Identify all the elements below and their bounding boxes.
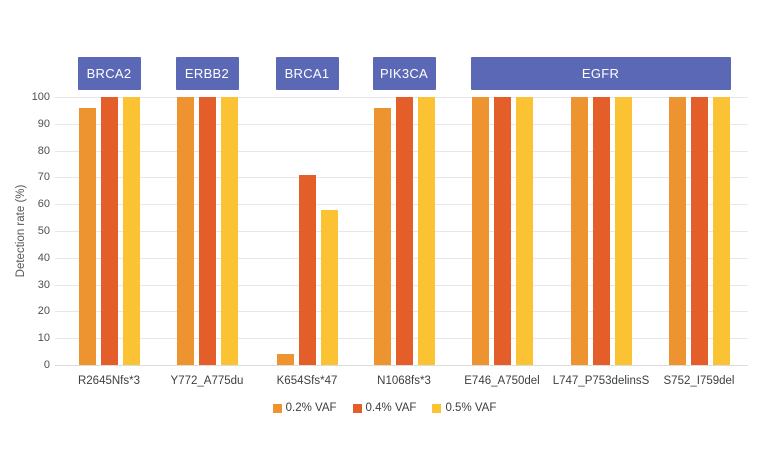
bar-S752_I759del-0.2%VAF [668,97,686,365]
bar-L747_P753delinsS-0.4%VAF [592,97,610,365]
y-axis-title: Detection rate (%) [15,184,27,278]
gene-header-erbb2: ERBB2 [175,57,239,90]
y-tick-label: 80 [37,144,50,157]
bar-N1068fs*3-0.2%VAF [373,107,391,365]
x-category-label: E746_A750del [464,375,540,387]
bar-Y772_A775du-0.5%VAF [220,97,238,365]
legend-swatch [272,403,282,413]
bar-K654Sfs*47-0.2%VAF [276,354,294,365]
y-tick-label: 60 [37,198,50,211]
legend-item: 0.5% VAF [432,402,496,414]
bar-N1068fs*3-0.4%VAF [395,97,413,365]
legend-item: 0.4% VAF [352,402,417,414]
legend-item: 0.2% VAF [272,402,337,414]
x-category-label: Y772_A775du [170,375,244,387]
gene-header-brca1: BRCA1 [275,57,339,90]
bar-L747_P753delinsS-0.2%VAF [570,97,588,365]
bar-L747_P753delinsS-0.5%VAF [614,97,632,365]
x-category-label: L747_P753delinsS [552,375,650,387]
y-tick-label: 90 [37,117,50,130]
gene-header-egfr: EGFR [470,57,731,90]
x-category-label: N1068fs*3 [377,375,431,387]
bar-K654Sfs*47-0.5%VAF [320,209,338,365]
y-tick-label: 20 [37,305,50,318]
bar-R2645Nfs*3-0.5%VAF [122,97,140,365]
gene-header-pik3ca: PIK3CA [372,57,436,90]
legend-swatch [352,403,362,413]
y-tick-label: 70 [37,171,50,184]
legend: 0.2% VAF 0.4% VAF 0.5% VAF [0,402,769,414]
bar-E746_A750del-0.2%VAF [471,97,489,365]
legend-label: 0.4% VAF [365,402,417,414]
bar-R2645Nfs*3-0.2%VAF [78,107,96,365]
bar-Y772_A775du-0.2%VAF [176,97,194,365]
bar-R2645Nfs*3-0.4%VAF [100,97,118,365]
y-tick-label: 40 [37,251,50,264]
bar-S752_I759del-0.5%VAF [712,97,730,365]
bar-E746_A750del-0.5%VAF [515,97,533,365]
y-tick-label: 50 [37,225,50,237]
legend-label: 0.2% VAF [285,402,337,414]
bar-E746_A750del-0.4%VAF [493,97,511,365]
y-gridline [55,365,748,366]
x-category-label: K654Sfs*47 [276,375,338,387]
x-category-label: R2645Nfs*3 [77,375,140,387]
legend-label: 0.5% VAF [445,402,497,414]
x-category-label: S752_I759del [663,375,735,387]
y-tick-label: 10 [37,332,50,345]
bar-K654Sfs*47-0.4%VAF [298,174,316,365]
y-tick-label: 100 [31,91,50,103]
bar-Y772_A775du-0.4%VAF [198,97,216,365]
legend-swatch [432,403,442,413]
bar-N1068fs*3-0.5%VAF [417,97,435,365]
y-tick-label: 30 [37,278,50,291]
y-tick-label: 0 [43,359,50,371]
bar-S752_I759del-0.4%VAF [690,97,708,365]
gene-header-brca2: BRCA2 [77,57,141,90]
